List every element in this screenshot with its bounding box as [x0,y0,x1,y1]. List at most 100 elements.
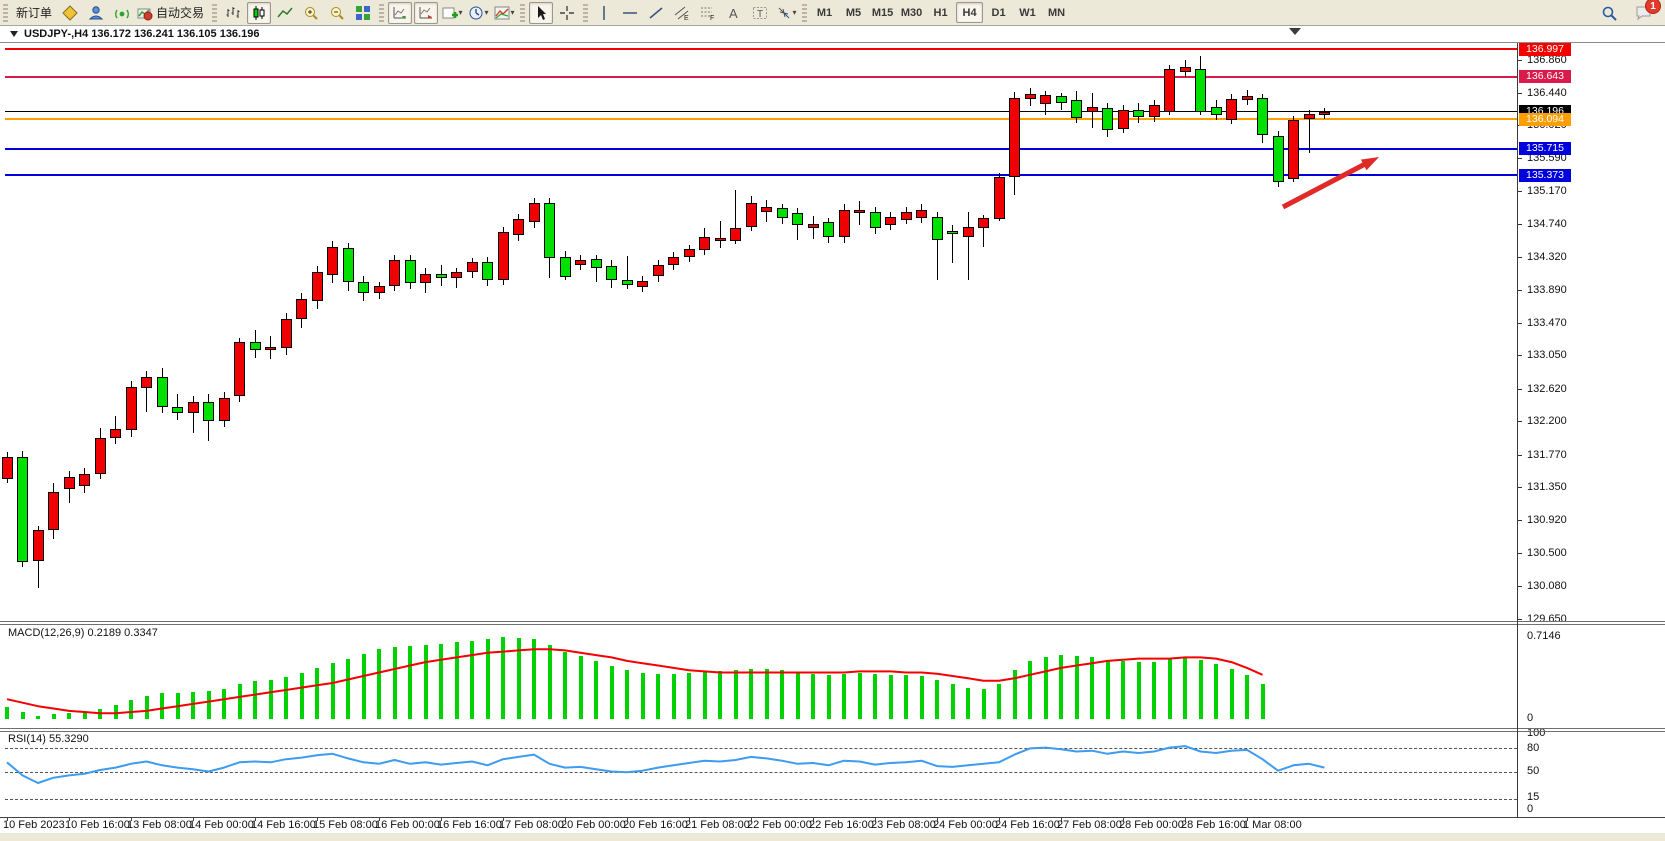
equidistant-channel-button[interactable]: E [670,2,694,24]
zoom-out-button[interactable] [325,2,349,24]
notifications-button[interactable]: 1 [1632,0,1661,24]
timeframe-button-W1[interactable]: W1 [1019,6,1036,19]
horizontal-line-135.715[interactable] [5,147,1517,150]
candle-body [1086,107,1098,112]
svg-text:F: F [710,15,714,21]
cursor-button[interactable] [529,1,554,24]
macd-histogram-bar [594,660,598,719]
macd-histogram-bar [811,673,815,719]
macd-histogram-bar [888,674,893,719]
macd-histogram-bar [113,705,118,719]
signals-icon[interactable] [110,2,134,24]
price-tick-label: 133.470 [1527,316,1567,329]
timeframe-button-M1[interactable]: M1 [816,6,833,19]
candle-body [420,274,431,284]
candlestick-chart-button[interactable] [247,1,272,24]
price-tick-label: 132.620 [1527,382,1567,395]
macd-histogram-bar [160,693,164,719]
line-chart-button[interactable] [273,2,297,24]
time-tick [131,817,132,821]
crosshair-button[interactable] [555,2,579,24]
timeframe-button-M30[interactable]: M30 [900,6,923,19]
time-tick-label: 28 Feb 16:00 [1181,819,1246,831]
horizontal-line-136.643[interactable] [5,75,1517,78]
toolbar-grip[interactable] [583,3,589,22]
macd-histogram-bar [439,643,443,719]
add-indicator-button[interactable]: ▾ [440,2,464,24]
macd-histogram-bar [1260,684,1265,719]
timeframe-button-D1[interactable]: D1 [991,6,1006,19]
timeframe-button-MN[interactable]: MN [1047,6,1066,19]
macd-histogram-bar [826,674,831,719]
macd-histogram-bar [1245,674,1249,719]
autotrading-button[interactable]: 自动交易 [136,2,208,24]
time-tick-label: 13 Feb 08:00 [127,819,192,831]
candle-body [497,232,509,281]
bar-chart-button[interactable] [221,2,245,24]
macd-histogram-bar [129,700,133,719]
horizontal-line-136.196[interactable] [5,111,1517,112]
clock-icon [469,6,483,19]
time-tick [813,817,814,821]
horizontal-line-button[interactable] [618,2,642,24]
toolbar-grip[interactable] [212,3,218,22]
zoom-in-button[interactable] [299,2,323,24]
rsi-scale-label: 15 [1527,791,1540,803]
candle-wick [595,254,597,282]
horizontal-line-135.373[interactable] [5,174,1517,177]
crosshair-icon [560,5,575,20]
timeframe-button-H4[interactable]: H4 [956,2,984,23]
periods-button[interactable]: ▾ [466,2,490,24]
tile-windows-button[interactable] [351,2,375,24]
candle-wick [177,394,178,420]
candle-body [141,377,152,388]
price-tick [1518,388,1522,390]
search-button[interactable] [1597,2,1621,24]
fibonacci-button[interactable]: F [696,2,720,24]
channel-icon: E [674,6,689,21]
macd-histogram-bar [749,669,753,719]
chart-shift-button[interactable] [414,1,439,24]
toolbar-grip[interactable] [379,3,385,22]
macd-histogram-bar [423,644,428,719]
toolbar-grip[interactable] [520,3,526,22]
candle-wick [719,220,721,249]
text-button[interactable]: A [722,2,746,24]
macd-histogram-bar [997,684,1001,719]
arrows-objects-button[interactable]: ▾ [774,2,798,24]
price-badge: 136.643 [1519,70,1571,84]
candle-body [621,280,633,285]
trendline-button[interactable] [644,2,668,24]
price-tick-label: 136.440 [1527,86,1567,99]
auto-scroll-button[interactable] [388,1,413,24]
candle-body [854,210,865,214]
chart-window-icon[interactable] [58,2,82,24]
vertical-line-button[interactable] [592,2,616,24]
price-tick-label: 133.050 [1527,349,1567,362]
text-label-button[interactable]: T [748,2,772,24]
macd-scale-top: 0.7146 [1527,630,1561,642]
timeframe-button-M15[interactable]: M15 [871,6,894,19]
candle-wick [146,370,147,412]
macd-histogram-bar [470,641,474,719]
horizontal-line-136.094[interactable] [5,118,1517,121]
templates-button[interactable]: ▾ [492,2,516,24]
chart-dropdown-icon[interactable] [10,31,18,37]
macd-scale-zero: 0 [1527,712,1534,724]
market-watch-icon[interactable] [84,2,108,24]
timeframe-button-M5[interactable]: M5 [845,6,862,19]
toolbar-grip[interactable] [3,3,8,22]
toolbar-grip[interactable] [802,3,808,22]
macd-histogram-bar [20,712,25,719]
horizontal-line-136.997[interactable] [5,48,1517,51]
candle-body [1148,105,1160,118]
candle-body [559,256,571,278]
candle-wick [936,211,938,281]
price-tick [1518,60,1522,61]
chart-title-bar[interactable]: USDJPY-,H4 136.172 136.241 136.105 136.1… [0,26,1665,43]
new-order-button[interactable]: 新订单 [12,2,56,24]
timeframe-button-H1[interactable]: H1 [933,6,948,19]
vertical-line-icon [603,5,605,20]
candle-body [280,318,292,348]
candle-body [466,262,478,273]
